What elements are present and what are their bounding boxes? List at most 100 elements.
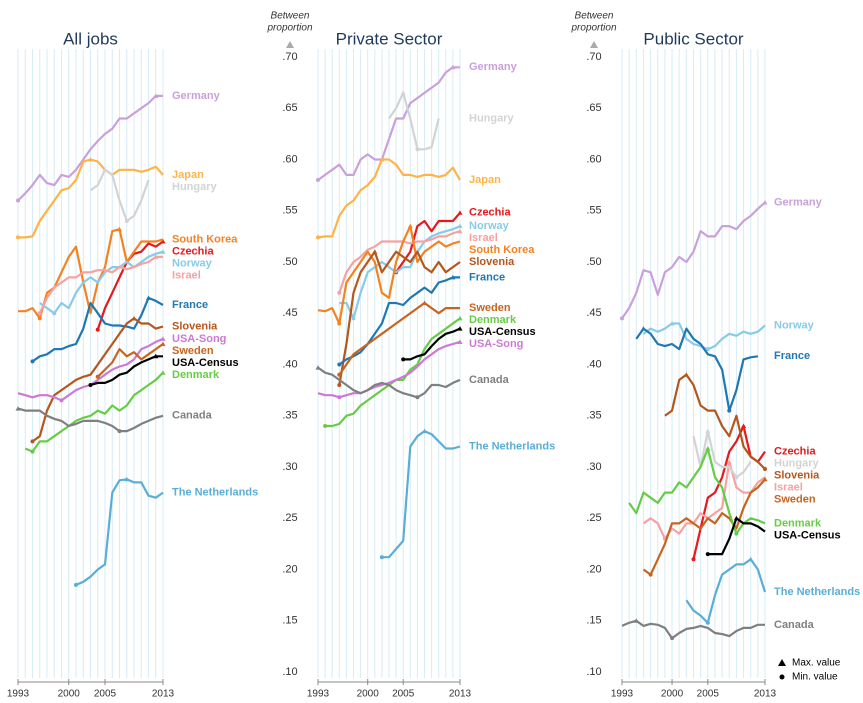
max-marker bbox=[15, 406, 21, 411]
series-line bbox=[31, 296, 164, 363]
min-marker bbox=[401, 357, 406, 362]
series-label: Norway bbox=[172, 257, 213, 269]
y-tick-label: .15 bbox=[586, 615, 601, 627]
series-line bbox=[635, 327, 759, 412]
series-label: The Netherlands bbox=[469, 440, 555, 452]
series-label: Germany bbox=[774, 196, 823, 208]
max-marker bbox=[457, 339, 463, 344]
max-marker bbox=[379, 157, 385, 162]
y-tick-label: .70 bbox=[586, 51, 601, 63]
series-label: Denmark bbox=[469, 314, 517, 326]
min-marker bbox=[379, 555, 384, 560]
series-line bbox=[24, 371, 164, 453]
series-label: Canada bbox=[172, 410, 213, 422]
series-line bbox=[325, 317, 461, 428]
x-tick-label: 2013 bbox=[449, 689, 472, 700]
series-label: Israel bbox=[774, 482, 803, 494]
legend-max-symbol bbox=[778, 659, 786, 666]
series-line bbox=[381, 430, 461, 559]
x-tick-label: 1993 bbox=[7, 689, 30, 700]
max-marker bbox=[153, 353, 159, 359]
series-line bbox=[621, 201, 766, 320]
y-tick-label: .60 bbox=[586, 153, 601, 165]
max-marker bbox=[315, 365, 321, 370]
y-axis-label: Between bbox=[271, 11, 310, 22]
series-label: Norway bbox=[469, 220, 510, 232]
y-tick-label: .40 bbox=[586, 358, 601, 370]
y-tick-label: .45 bbox=[586, 307, 601, 319]
series-label: South Korea bbox=[469, 244, 535, 256]
y-tick-label: .35 bbox=[282, 410, 297, 422]
min-marker bbox=[337, 395, 342, 400]
min-marker bbox=[763, 467, 767, 472]
series-line bbox=[17, 94, 163, 202]
series-label: Hungary bbox=[774, 458, 820, 470]
y-tick-label: .10 bbox=[282, 666, 297, 678]
series-label: Canada bbox=[774, 619, 815, 631]
min-marker bbox=[30, 449, 35, 454]
max-marker bbox=[457, 326, 463, 331]
min-marker bbox=[316, 178, 320, 182]
series-label: Slovenia bbox=[774, 470, 820, 482]
series-line bbox=[317, 225, 461, 325]
series-label: Sweden bbox=[774, 494, 816, 506]
min-marker bbox=[59, 398, 64, 403]
min-marker bbox=[620, 316, 624, 321]
series-label: Canada bbox=[469, 374, 510, 386]
max-marker bbox=[422, 300, 427, 305]
y-axis-label: proportion bbox=[570, 23, 616, 34]
series-line bbox=[642, 460, 766, 540]
min-marker bbox=[415, 395, 420, 400]
max-marker bbox=[457, 228, 463, 234]
min-marker bbox=[734, 475, 739, 480]
min-marker bbox=[16, 235, 20, 240]
min-marker bbox=[705, 620, 710, 625]
y-tick-label: .30 bbox=[586, 461, 601, 473]
series-label: Czechia bbox=[469, 207, 511, 219]
y-tick-label: .55 bbox=[586, 205, 601, 217]
series-label: USA-Census bbox=[172, 357, 239, 369]
series-label: Hungary bbox=[172, 181, 218, 193]
min-marker bbox=[337, 372, 342, 377]
series-line bbox=[642, 478, 766, 576]
series-label: USA-Song bbox=[469, 338, 523, 350]
y-tick-label: .15 bbox=[282, 615, 297, 627]
series-label: France bbox=[774, 350, 810, 362]
max-marker bbox=[160, 249, 166, 254]
y-tick-label: .35 bbox=[586, 410, 601, 422]
max-marker bbox=[160, 336, 166, 341]
y-tick-label: .20 bbox=[282, 563, 297, 575]
y-tick-label: .65 bbox=[586, 102, 601, 114]
x-tick-label: 2013 bbox=[754, 689, 777, 700]
max-marker bbox=[146, 295, 151, 300]
y-tick-label: .70 bbox=[282, 51, 297, 63]
series-line bbox=[339, 225, 461, 320]
series-line bbox=[90, 355, 163, 387]
series-label: Hungary bbox=[469, 112, 515, 124]
series-label: Denmark bbox=[172, 369, 220, 381]
x-tick-label: 2000 bbox=[58, 689, 81, 700]
max-marker bbox=[457, 223, 463, 229]
series-label: Norway bbox=[774, 319, 815, 331]
y-tick-label: .55 bbox=[282, 205, 297, 217]
max-marker bbox=[457, 315, 463, 321]
series-line bbox=[317, 340, 461, 399]
legend-max-label: Max. value bbox=[792, 658, 841, 669]
series-line bbox=[338, 250, 461, 386]
max-marker bbox=[160, 370, 166, 375]
min-marker bbox=[727, 408, 732, 413]
series-label: Czechia bbox=[172, 245, 214, 257]
max-marker bbox=[683, 372, 689, 377]
panel-title: Public Sector bbox=[643, 29, 743, 48]
series-line bbox=[388, 91, 440, 151]
series-line bbox=[692, 430, 752, 479]
x-tick-label: 2005 bbox=[94, 689, 117, 700]
min-marker bbox=[337, 321, 342, 326]
series-line bbox=[89, 168, 150, 223]
min-marker bbox=[74, 582, 78, 587]
x-tick-label: 1993 bbox=[611, 689, 634, 700]
min-marker bbox=[691, 557, 696, 562]
series-label: Japan bbox=[172, 169, 204, 181]
max-marker bbox=[457, 210, 463, 215]
panel-title: Private Sector bbox=[336, 29, 443, 48]
